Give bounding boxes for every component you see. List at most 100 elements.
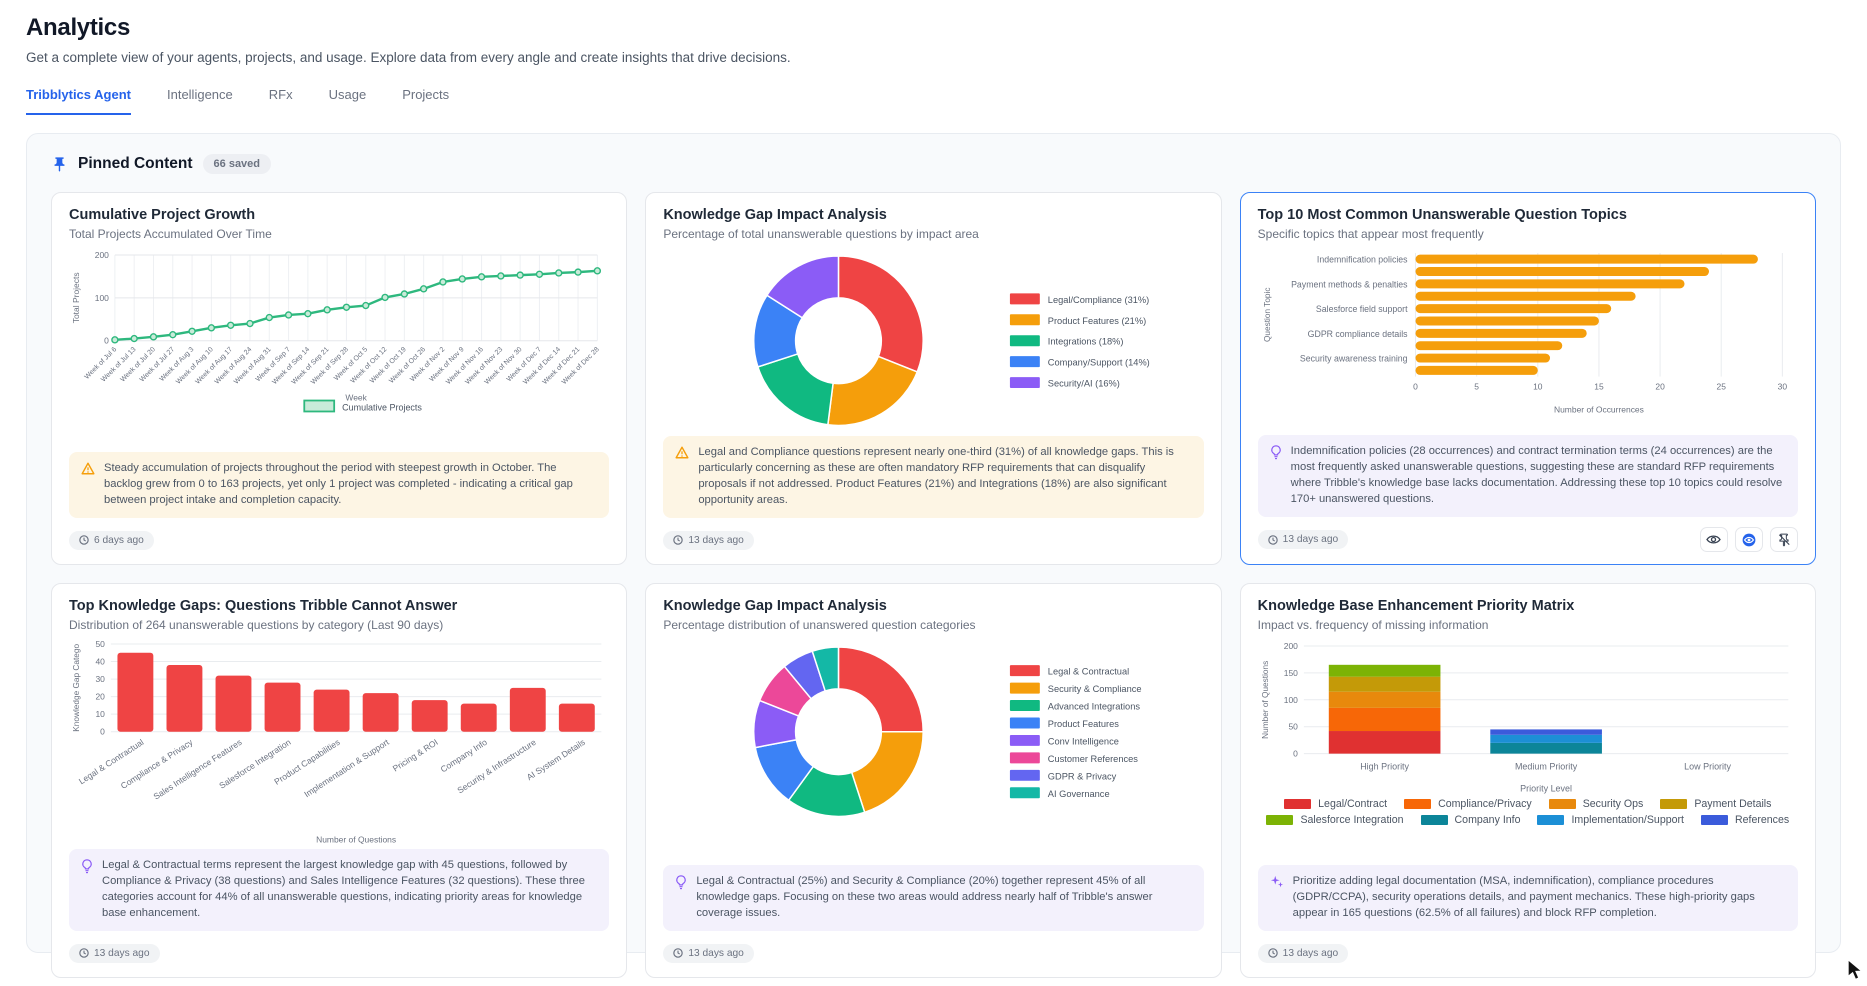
svg-text:30: 30: [1777, 382, 1787, 392]
svg-text:Number of Questions: Number of Questions: [1261, 661, 1270, 739]
svg-text:Knowledge Gap Catego: Knowledge Gap Catego: [72, 644, 81, 732]
clock-icon: [1267, 948, 1278, 958]
svg-text:Security awareness training: Security awareness training: [1300, 354, 1408, 364]
svg-text:Company Info: Company Info: [439, 737, 489, 775]
saved-count-badge: 66 saved: [202, 154, 272, 174]
svg-text:Legal & Contractual: Legal & Contractual: [1048, 667, 1129, 677]
svg-text:Cumulative Projects: Cumulative Projects: [342, 402, 422, 412]
svg-text:25: 25: [1716, 382, 1726, 392]
svg-text:0: 0: [1413, 382, 1418, 392]
unpin-button[interactable]: [1769, 527, 1798, 553]
card-footer: 13 days ago: [1257, 527, 1798, 553]
svg-text:Number of Occurrences: Number of Occurrences: [1554, 404, 1644, 414]
timestamp-badge: 6 days ago: [69, 530, 154, 550]
lightbulb-icon: [81, 859, 93, 880]
view-all-link[interactable]: View all: [51, 978, 1816, 986]
sparkles-icon: [1270, 875, 1284, 895]
svg-text:40: 40: [95, 657, 105, 667]
view-button[interactable]: [1699, 527, 1728, 553]
insight-box: Legal & Contractual terms represent the …: [69, 849, 610, 931]
card-title: Knowledge Gap Impact Analysis: [663, 207, 887, 223]
donut-chart: Legal/Compliance (31%) Product Features (…: [663, 247, 1203, 436]
pinned-header: Pinned Content 66 saved: [51, 154, 1816, 174]
timestamp-badge: 13 days ago: [1257, 530, 1349, 550]
card-subtitle: Distribution of 264 unanswerable questio…: [69, 618, 444, 633]
donut-chart: Legal & Contractual Security & Compliance…: [663, 638, 1203, 827]
svg-text:Implementation & Support: Implementation & Support: [302, 737, 391, 800]
page-title: Analytics: [26, 14, 131, 41]
warning-icon: [81, 462, 95, 481]
card-priority-matrix[interactable]: Knowledge Base Enhancement Priority Matr…: [1239, 583, 1816, 978]
pin-off-icon: [1778, 533, 1790, 547]
svg-text:Security & Compliance: Security & Compliance: [1048, 684, 1142, 694]
lightbulb-icon: [1270, 445, 1282, 466]
svg-text:Week of Dec 28: Week of Dec 28: [561, 346, 601, 386]
svg-text:50: 50: [1288, 722, 1298, 732]
insight-text: Indemnification policies (28 occurrences…: [1290, 445, 1783, 506]
card-subtitle: Specific topics that appear most frequen…: [1257, 227, 1484, 241]
svg-text:20: 20: [1655, 382, 1665, 392]
svg-text:Conv Intelligence: Conv Intelligence: [1048, 736, 1119, 746]
tab-tribblytics-agent[interactable]: Tribblytics Agent: [26, 87, 131, 115]
clock-icon: [1267, 534, 1278, 545]
insight-box: Steady accumulation of projects througho…: [69, 452, 610, 519]
svg-text:15: 15: [1594, 382, 1604, 392]
svg-text:Salesforce field support: Salesforce field support: [1316, 304, 1408, 314]
svg-text:Security & Infrastructure: Security & Infrastructure: [455, 737, 538, 796]
svg-text:Company/Support (14%): Company/Support (14%): [1048, 358, 1150, 368]
svg-text:0: 0: [1293, 749, 1298, 759]
insight-text: Legal & Contractual terms represent the …: [102, 859, 585, 920]
mouse-cursor: [1847, 959, 1864, 985]
card-footer: 13 days ago: [69, 941, 609, 965]
card-subtitle: Percentage distribution of unanswered qu…: [663, 618, 976, 633]
insight-box: Legal and Compliance questions represent…: [663, 436, 1204, 519]
eye-icon: [1706, 535, 1722, 544]
page-subtitle: Get a complete view of your agents, proj…: [26, 50, 791, 65]
svg-text:Integrations (18%): Integrations (18%): [1048, 337, 1124, 347]
tab-projects[interactable]: Projects: [402, 87, 450, 102]
card-knowledge-gap-impact-2[interactable]: Knowledge Gap Impact Analysis Percentage…: [645, 583, 1222, 978]
tab-usage[interactable]: Usage: [328, 87, 367, 102]
card-footer: 13 days ago: [663, 941, 1203, 965]
card-knowledge-gap-impact-1[interactable]: Knowledge Gap Impact Analysis Percentage…: [645, 192, 1222, 566]
stacked-bar-chart: 0 50 100 150 200 High Priority Medium Priority…: [1258, 638, 1798, 826]
svg-text:AI Governance: AI Governance: [1048, 789, 1110, 799]
card-title: Cumulative Project Growth: [69, 207, 256, 223]
clock-icon: [79, 535, 89, 545]
card-subtitle: Total Projects Accumulated Over Time: [69, 227, 272, 241]
insight-box: Prioritize adding legal documentation (M…: [1257, 865, 1798, 931]
svg-text:GDPR & Privacy: GDPR & Privacy: [1048, 771, 1117, 781]
line-chart: 0 100 200 Week of Jul 6 Week of Jul 13 Week o…: [69, 247, 609, 424]
ai-view-button[interactable]: [1734, 527, 1763, 553]
svg-text:Question Topic: Question Topic: [1263, 288, 1272, 343]
card-title: Top 10 Most Common Unanswerable Question…: [1257, 207, 1627, 223]
card-footer: 6 days ago: [69, 528, 609, 552]
card-cumulative-project-growth[interactable]: Cumulative Project Growth Total Projects…: [51, 192, 628, 566]
clock-icon: [79, 948, 89, 958]
svg-text:Security/AI (16%): Security/AI (16%): [1048, 379, 1120, 389]
svg-text:Number of Questions: Number of Questions: [316, 834, 396, 844]
svg-text:30: 30: [95, 674, 105, 684]
svg-text:Product Features (21%): Product Features (21%): [1048, 316, 1146, 326]
tab-intelligence[interactable]: Intelligence: [166, 87, 233, 102]
svg-text:Medium Priority: Medium Priority: [1515, 762, 1578, 772]
clock-icon: [673, 948, 684, 958]
svg-text:20: 20: [95, 692, 105, 702]
card-title: Knowledge Base Enhancement Priority Matr…: [1257, 598, 1575, 615]
card-top-10-unanswerable-topics[interactable]: Top 10 Most Common Unanswerable Question…: [1239, 192, 1816, 566]
timestamp-badge: 13 days ago: [69, 943, 160, 963]
svg-text:10: 10: [1533, 382, 1543, 392]
card-top-knowledge-gaps[interactable]: Top Knowledge Gaps: Questions Tribble Ca…: [51, 583, 628, 978]
insight-box: Indemnification policies (28 occurrences…: [1257, 435, 1798, 518]
tab-rfx[interactable]: RFx: [268, 87, 293, 102]
svg-text:High Priority: High Priority: [1360, 762, 1409, 772]
timestamp-badge: 13 days ago: [663, 943, 754, 963]
pinned-content-section: Pinned Content 66 saved Cumulative Proje…: [26, 133, 1841, 978]
svg-text:200: 200: [95, 250, 109, 260]
clock-icon: [673, 535, 684, 545]
svg-text:Priority Level: Priority Level: [1520, 784, 1572, 794]
svg-text:Product Features: Product Features: [1048, 719, 1119, 729]
svg-text:100: 100: [95, 293, 109, 303]
card-title: Top Knowledge Gaps: Questions Tribble Ca…: [69, 598, 458, 615]
